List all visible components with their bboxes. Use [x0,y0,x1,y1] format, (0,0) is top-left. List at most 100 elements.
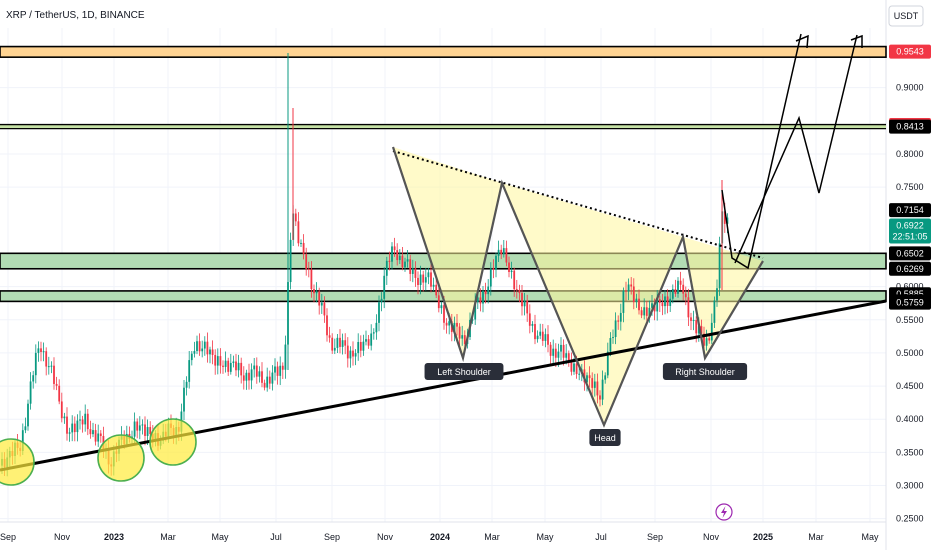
candle-body [276,366,279,376]
candle-body [380,298,383,303]
candle-body [575,363,578,375]
x-tick-label: Nov [703,532,720,542]
price-tag: 0.7154 [889,203,931,218]
candle-body [726,217,729,224]
pattern-annotations: Left Shoulder Head Right Shoulder [424,363,748,446]
y-tick-label: 0.9000 [896,83,924,93]
candle-body [495,255,497,270]
candle-body [372,332,375,334]
candle-body [271,372,274,384]
candle-body [268,376,271,384]
candle-body [531,324,534,326]
candle-body [666,296,669,306]
candle-body [528,313,531,326]
candle-body [541,331,544,341]
candle-body [92,430,94,435]
candle-body [211,349,214,355]
y-tick-label: 0.4500 [896,381,924,391]
candle-body [640,310,643,316]
candle-body [716,288,718,301]
annotation-right-shoulder[interactable]: Right Shoulder [662,363,748,380]
projection-arrows [721,33,863,270]
annotation-box [589,429,621,446]
candle-body [588,375,591,379]
candle-body [523,300,526,307]
candle-body [476,297,479,303]
x-tick-label: May [536,532,554,542]
candle-body [627,284,630,292]
candle-body [310,269,313,290]
candle-body [55,383,58,386]
candle-body [71,423,74,433]
candle-body [94,430,97,442]
candle-body [331,337,334,351]
y-tick-label: 0.3500 [896,447,924,457]
y-tick-label: 0.5500 [896,315,924,325]
chart-title: XRP / TetherUS, 1D, BINANCE [6,10,145,21]
candle-body [443,305,445,323]
candle-body [149,427,152,435]
candle-body [645,307,648,316]
candle-body [487,286,490,295]
candle-body [261,371,263,383]
resistance-line-08413-band [0,124,886,129]
ascending-trendline [0,299,887,472]
candle-body [37,348,40,353]
candle-body [76,420,79,433]
currency-label: USDT [894,11,919,21]
candle-body [661,302,664,307]
x-tick-label: 2024 [430,532,450,542]
candle-body [424,277,427,283]
candle-body [32,375,35,382]
x-tick-label: Sep [324,532,340,542]
price-tag: 0.5759 [889,295,931,310]
candle-body [258,371,261,377]
candle-body [40,348,42,352]
candle-body [606,351,609,376]
price-tag-bg [889,229,931,244]
annotation-text: Left Shoulder [437,367,491,377]
candle-body [294,213,297,222]
candle-body [185,381,188,388]
y-tick-label: 0.2500 [896,514,924,524]
candle-body [203,341,206,349]
candle-body [432,284,435,287]
candle-body [463,335,466,345]
candle-body [198,341,201,352]
candle-body [352,350,354,357]
candle-body [27,403,29,427]
candle-body [284,344,287,370]
candle-body [456,322,458,327]
candle-body [422,274,425,283]
annotation-left-shoulder[interactable]: Left Shoulder [424,363,504,380]
candle-body [63,416,66,419]
annotation-head[interactable]: Head [589,429,621,446]
annotation-box [424,363,504,380]
candle-body [281,365,284,370]
candle-body [573,363,575,372]
candle-body [549,344,552,356]
candle-body [562,344,565,358]
candle-body [513,270,516,290]
candle-body [144,424,146,436]
candle-body [385,260,388,276]
candle-body [552,348,555,356]
candle-body [206,341,209,355]
currency-button[interactable]: USDT [888,5,924,27]
candle-body [664,296,666,307]
resistance-zone-orange [0,45,887,58]
candle-body [391,246,393,262]
lightning-icon[interactable] [715,503,733,521]
candle-body [305,254,308,270]
x-tick-label: Nov [54,532,71,542]
x-tick-label: May [211,532,229,542]
candle-body [24,426,27,431]
candle-body [547,334,549,345]
candle-body [84,413,87,425]
candle-body [404,261,406,268]
price-tag-bg [889,295,931,310]
candle-body [554,348,557,358]
price-tag-bg [889,119,931,134]
candle-body [695,320,698,334]
